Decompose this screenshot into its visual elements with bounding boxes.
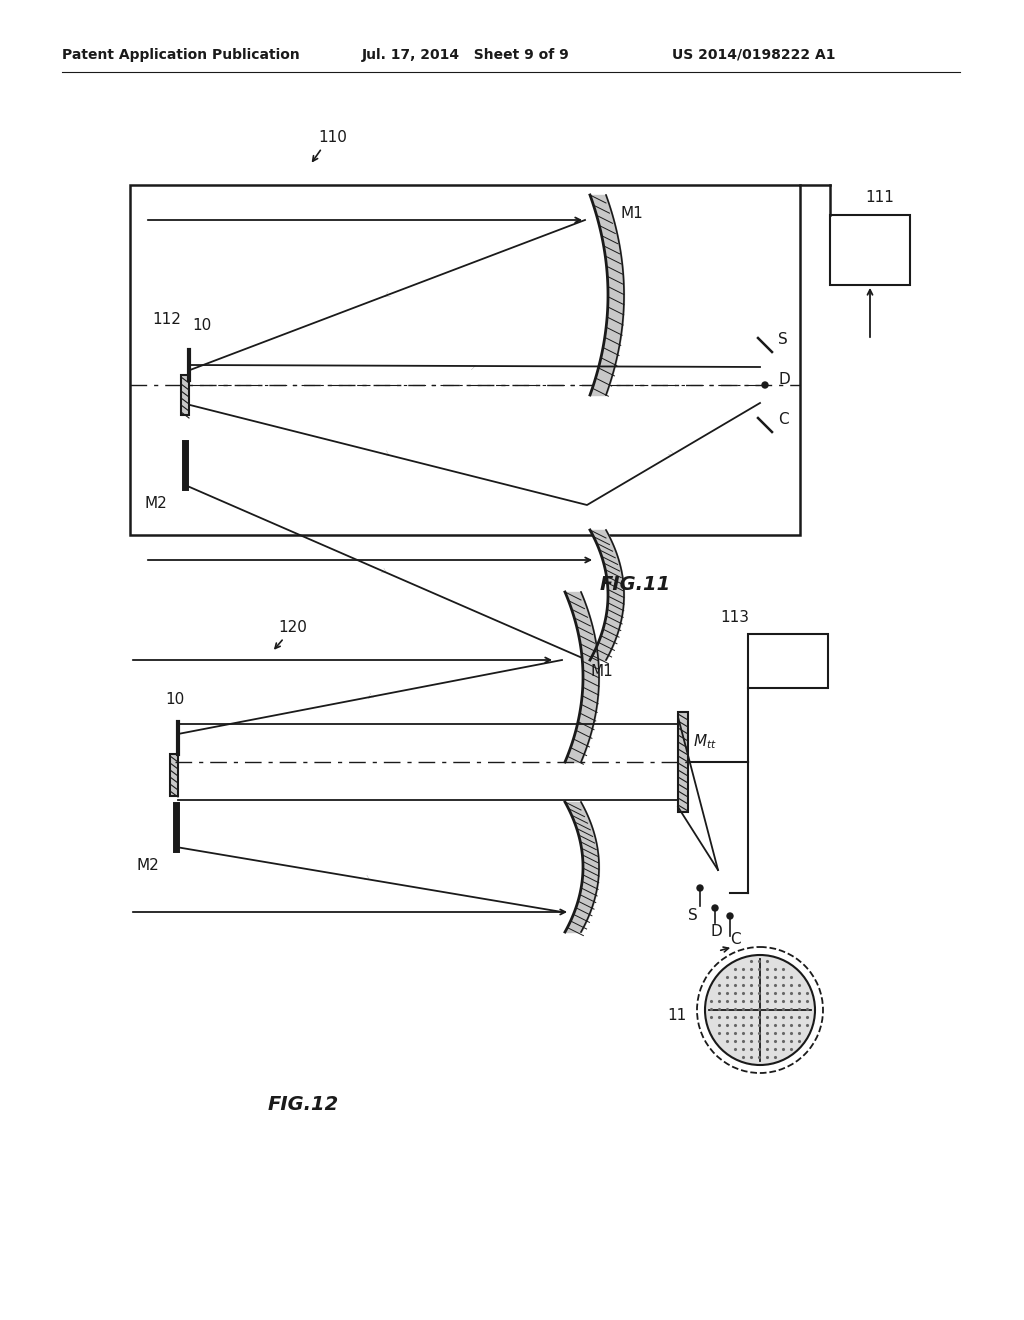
Text: D: D — [778, 372, 790, 388]
Bar — [678, 711, 688, 812]
Text: 110: 110 — [318, 131, 347, 145]
Text: Jul. 17, 2014   Sheet 9 of 9: Jul. 17, 2014 Sheet 9 of 9 — [362, 48, 569, 62]
Text: 112: 112 — [152, 313, 181, 327]
Text: 113: 113 — [720, 610, 749, 626]
Text: C: C — [730, 932, 740, 946]
Bar — [170, 754, 178, 796]
Text: M1: M1 — [620, 206, 643, 220]
Text: FIG.11: FIG.11 — [600, 576, 672, 594]
Text: D: D — [710, 924, 722, 939]
Text: C: C — [778, 412, 788, 428]
Text: M2: M2 — [136, 858, 159, 873]
Circle shape — [705, 954, 815, 1065]
Circle shape — [762, 381, 768, 388]
Text: M1: M1 — [590, 664, 612, 680]
Bar — [748, 634, 828, 688]
Text: Patent Application Publication: Patent Application Publication — [62, 48, 300, 62]
Text: 11: 11 — [667, 1008, 686, 1023]
Text: M2: M2 — [145, 495, 168, 511]
Text: FIG.12: FIG.12 — [268, 1096, 339, 1114]
Text: S: S — [688, 908, 698, 923]
Bar — [830, 215, 910, 285]
Text: 111: 111 — [865, 190, 894, 205]
Text: S: S — [778, 333, 787, 347]
Text: US 2014/0198222 A1: US 2014/0198222 A1 — [672, 48, 836, 62]
Text: 10: 10 — [193, 318, 211, 333]
Circle shape — [697, 884, 703, 891]
Circle shape — [712, 906, 718, 911]
Text: 10: 10 — [165, 693, 184, 708]
Bar — [130, 185, 800, 535]
Text: $M_{tt}$: $M_{tt}$ — [693, 733, 717, 751]
Circle shape — [727, 913, 733, 919]
Bar — [181, 375, 189, 414]
Text: 120: 120 — [278, 620, 307, 635]
